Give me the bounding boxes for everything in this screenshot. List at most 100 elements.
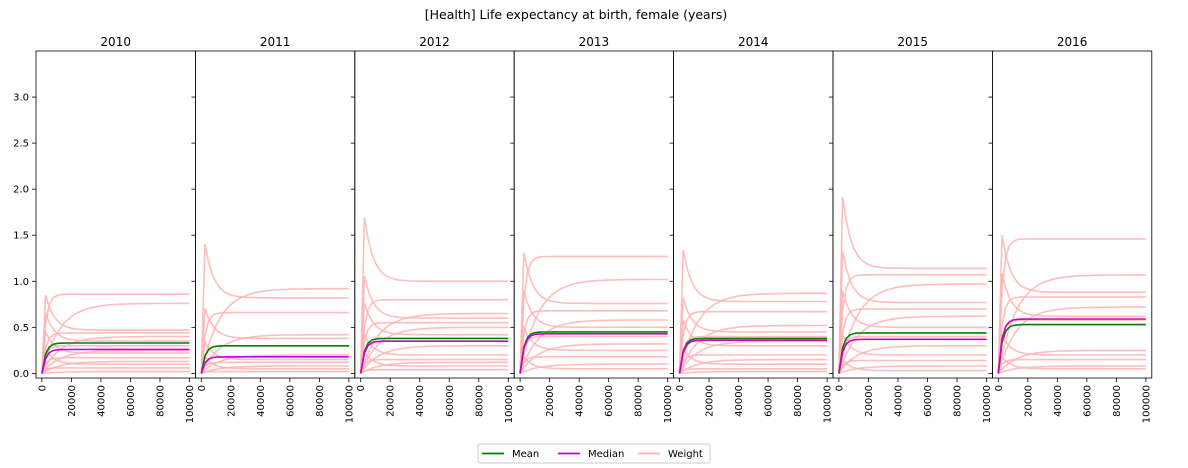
x-tick-label: 100000: [1141, 385, 1152, 423]
x-tick-label: 20000: [1023, 385, 1034, 417]
weight-line: [679, 368, 828, 375]
weight-line: [200, 333, 349, 374]
weight-line: [519, 335, 668, 374]
weight-line: [678, 340, 828, 374]
weight-line: [519, 343, 668, 374]
panel-title: 2012: [419, 35, 450, 49]
weight-line: [678, 292, 828, 374]
weight-line: [838, 274, 987, 374]
weight-line: [997, 274, 1146, 374]
weight-line: [838, 315, 987, 374]
x-tick-label: 100000: [982, 385, 993, 423]
x-tick-label: 60000: [126, 385, 137, 417]
weight-line: [359, 358, 509, 374]
legend: Mean Median Weight: [477, 443, 711, 464]
x-tick-label: 100000: [823, 385, 834, 423]
weight-line: [838, 196, 987, 374]
y-tick-label: 0.5: [13, 323, 29, 334]
weight-line: [997, 238, 1146, 374]
legend-label-mean: Mean: [512, 449, 539, 460]
weight-line: [519, 324, 668, 374]
weight-line: [519, 290, 668, 374]
weight-line: [838, 283, 987, 374]
x-tick-label: 20000: [226, 385, 237, 417]
x-tick-label: 100000: [504, 385, 515, 423]
x-tick-label: 60000: [445, 385, 456, 417]
weight-line: [200, 361, 349, 374]
panel-frame: [832, 50, 993, 379]
x-tick-label: 40000: [256, 385, 267, 417]
x-tick-label: 100000: [344, 385, 355, 423]
weight-line: [519, 355, 668, 374]
weight-line: [678, 249, 828, 374]
x-tick-label: 100000: [185, 385, 196, 423]
weight-line: [997, 234, 1146, 374]
panel-frame: [673, 50, 834, 379]
weight-line: [41, 302, 190, 374]
mean-line: [997, 323, 1146, 374]
panel-title: 2015: [897, 35, 928, 49]
weight-line: [678, 335, 828, 374]
weight-line: [838, 251, 987, 374]
weight-line: [678, 310, 828, 374]
weight-line: [41, 370, 190, 375]
x-tick-label: 80000: [634, 385, 645, 417]
x-tick-label: 80000: [1112, 385, 1123, 417]
x-tick-label: 0: [834, 385, 845, 391]
weight-line: [41, 345, 190, 374]
median-line: [678, 339, 828, 374]
weight-line: [200, 243, 349, 374]
mean-line: [678, 337, 828, 374]
panel-2010: 2010 0.0 0.5 1.0 1.5 2.0 2.5 3.0 0 20000 40000 6000…: [13, 35, 196, 423]
x-tick-label: 40000: [575, 385, 586, 417]
x-tick-label: 20000: [705, 385, 716, 417]
legend-box: [477, 443, 711, 464]
y-tick-label: 1.5: [13, 231, 29, 242]
x-tick-label: 80000: [315, 385, 326, 417]
weight-line: [838, 290, 987, 374]
weight-line: [678, 319, 828, 374]
weight-line: [838, 308, 987, 374]
weight-line: [359, 298, 509, 374]
x-tick-label: 40000: [734, 385, 745, 417]
x-tick-label: 0: [516, 385, 527, 391]
x-tick-label: 20000: [864, 385, 875, 417]
chart-title: [Health] Life expectancy at birth, femal…: [425, 7, 727, 22]
panel-title: 2011: [260, 35, 291, 49]
mean-line: [519, 331, 668, 374]
y-tick-label: 2.5: [13, 139, 29, 150]
x-tick-label: 60000: [764, 385, 775, 417]
x-tick-label: 40000: [96, 385, 107, 417]
weight-line: [41, 329, 190, 374]
weight-line: [997, 355, 1146, 374]
weight-line: [359, 350, 509, 374]
weight-line: [997, 273, 1146, 374]
x-tick-label: 100000: [663, 385, 674, 423]
legend-label-median: Median: [588, 449, 624, 460]
weight-line: [200, 355, 349, 374]
panel-2014: 2014 0 20000 40000 60000 80000 100000: [669, 35, 834, 423]
weight-line: [41, 293, 190, 374]
mean-line: [359, 337, 509, 374]
panel-2015: 2015 0 20000 40000 60000 80000 100000: [829, 35, 993, 423]
mean-line: [838, 332, 987, 374]
weight-line: [41, 349, 190, 374]
x-tick-label: 80000: [155, 385, 166, 417]
panel-2013: 2013 0 20000 40000 60000 80000 100000: [510, 35, 674, 423]
x-tick-label: 0: [37, 385, 48, 391]
weight-line: [838, 358, 987, 374]
weight-line: [678, 297, 828, 374]
mean-line: [41, 342, 190, 374]
median-line: [519, 333, 668, 374]
panel-title: 2014: [738, 35, 769, 49]
x-tick-label: 40000: [893, 385, 904, 417]
x-tick-label: 0: [994, 385, 1005, 391]
weight-line: [41, 347, 190, 374]
weight-line: [519, 363, 668, 375]
x-tick-label: 80000: [952, 385, 963, 417]
weight-line: [41, 356, 190, 374]
x-tick-label: 60000: [604, 385, 615, 417]
weight-line: [838, 332, 987, 374]
weight-line: [200, 311, 349, 374]
panel-2016: 2016 0 20000 40000 60000 80000 100000: [988, 35, 1152, 423]
